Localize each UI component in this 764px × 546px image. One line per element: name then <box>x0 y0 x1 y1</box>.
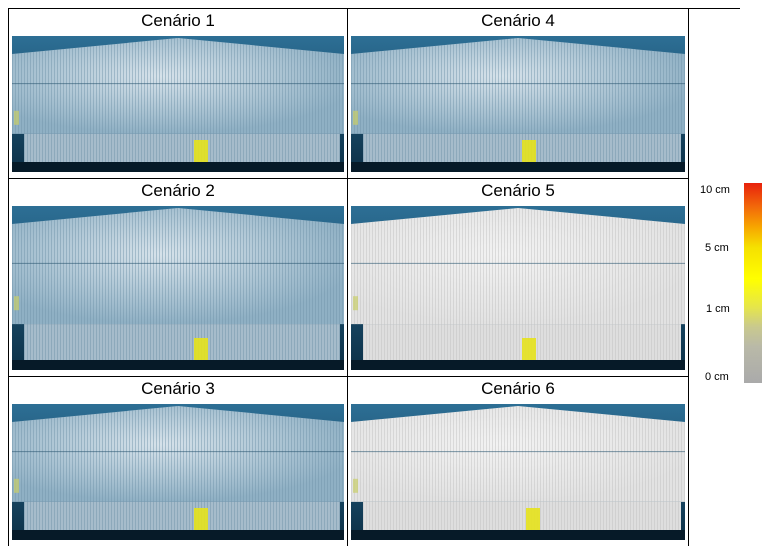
figure: 10 cm 5 cm 1 cm 0 cm Cenário 1 Cenário 4… <box>0 0 764 546</box>
panel: Cenário 4 <box>347 8 689 179</box>
color-scale-bar <box>744 183 762 383</box>
point-cloud-image <box>12 36 344 172</box>
legend-label: 10 cm <box>700 184 730 196</box>
legend-label: 0 cm <box>705 371 729 383</box>
panel: Cenário 1 <box>8 8 348 179</box>
point-cloud-image <box>351 36 685 172</box>
panel-title: Cenário 5 <box>348 181 688 201</box>
panel: Cenário 2 <box>8 178 348 377</box>
panel-title: Cenário 1 <box>9 11 347 31</box>
panel: Cenário 6 <box>347 376 689 546</box>
panel-title: Cenário 6 <box>348 379 688 399</box>
legend-label: 1 cm <box>706 303 730 315</box>
legend-label: 5 cm <box>705 242 729 254</box>
panel-title: Cenário 2 <box>9 181 347 201</box>
panel: Cenário 3 <box>8 376 348 546</box>
panel: Cenário 5 <box>347 178 689 377</box>
panel-title: Cenário 4 <box>348 11 688 31</box>
point-cloud-image <box>351 206 685 370</box>
point-cloud-image <box>12 206 344 370</box>
point-cloud-image <box>351 404 685 540</box>
panel-title: Cenário 3 <box>9 379 347 399</box>
point-cloud-image <box>12 404 344 540</box>
